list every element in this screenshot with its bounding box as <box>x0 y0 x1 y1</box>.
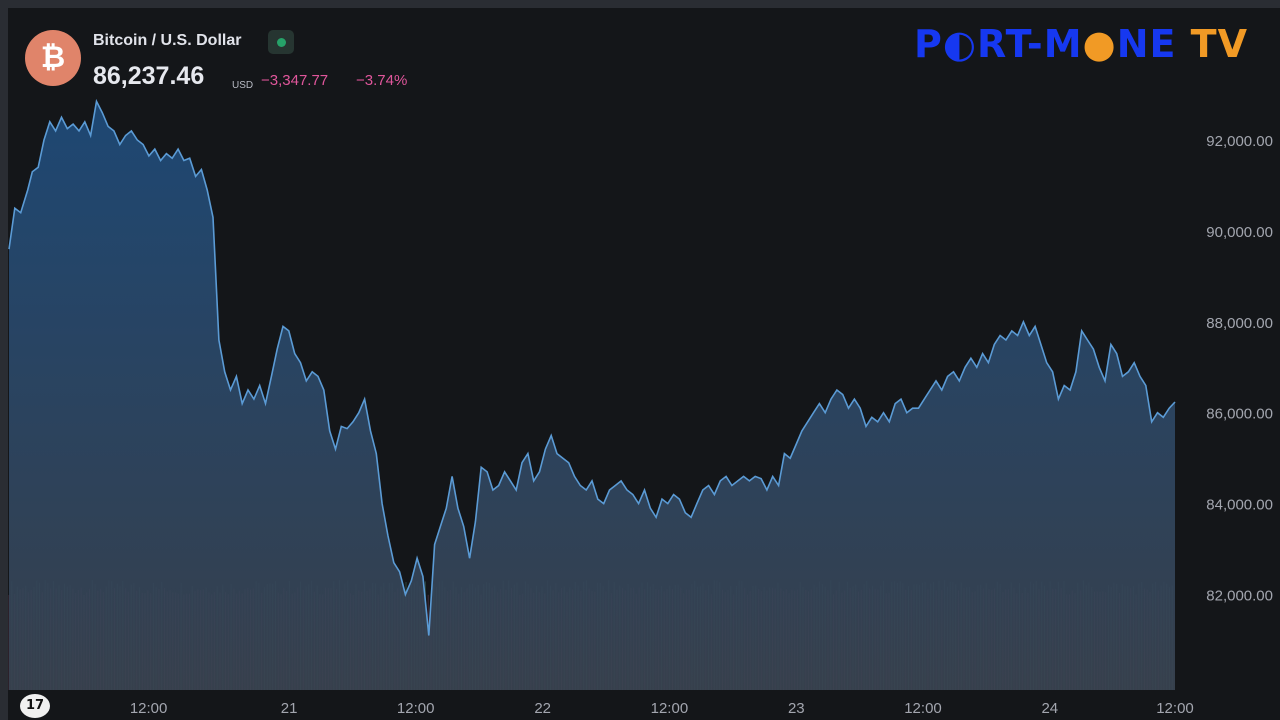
y-tick-label: 88,000.00 <box>1206 315 1273 332</box>
window-left-border <box>0 0 8 720</box>
x-tick-label: 21 <box>281 700 298 717</box>
portmone-tv-logo: P◐RT-M●NE TV <box>914 22 1248 66</box>
bitcoin-icon: ₿ <box>25 30 81 86</box>
window-top-border <box>0 0 1280 8</box>
x-tick-label: 12:00 <box>1156 700 1194 717</box>
price-area <box>9 101 1175 690</box>
tradingview-logo-icon[interactable]: 17 <box>20 694 50 718</box>
y-tick-label: 90,000.00 <box>1206 224 1273 241</box>
x-tick-label: 23 <box>788 700 805 717</box>
price-line <box>8 98 1176 636</box>
market-status-badge[interactable] <box>268 30 294 54</box>
x-tick-label: 12:00 <box>904 700 942 717</box>
logo-part-5: TV <box>1176 22 1249 66</box>
logo-part-1: ◐ <box>942 22 978 66</box>
last-price: 86,237.46 <box>93 62 205 90</box>
market-open-icon <box>277 38 286 47</box>
y-tick-label: 92,000.00 <box>1206 133 1273 150</box>
y-tick-label: 82,000.00 <box>1206 588 1273 605</box>
x-tick-label: 12:00 <box>397 700 435 717</box>
x-tick-label: 12:00 <box>651 700 689 717</box>
y-tick-label: 84,000.00 <box>1206 497 1273 514</box>
x-tick-label: 24 <box>1041 700 1058 717</box>
x-tick-label: 22 <box>534 700 551 717</box>
logo-part-0: P <box>914 22 943 66</box>
x-tick-label: 12:00 <box>130 700 168 717</box>
logo-part-3: ● <box>1082 22 1117 66</box>
logo-part-4: NE <box>1116 22 1177 66</box>
y-axis[interactable]: 92,000.00 90,000.00 88,000.00 86,000.00 84,0… <box>1206 133 1273 605</box>
x-axis[interactable]: 12:00 21 12:00 22 12:00 23 12:00 24 12:00 <box>130 700 1194 717</box>
price-change: −3,347.77 <box>261 72 329 89</box>
symbol-name[interactable]: Bitcoin / U.S. Dollar <box>93 32 242 49</box>
currency-label: USD <box>232 80 254 91</box>
y-tick-label: 86,000.00 <box>1206 406 1273 423</box>
logo-part-2: RT-M <box>977 22 1083 66</box>
price-change-percent: −3.74% <box>356 72 408 89</box>
